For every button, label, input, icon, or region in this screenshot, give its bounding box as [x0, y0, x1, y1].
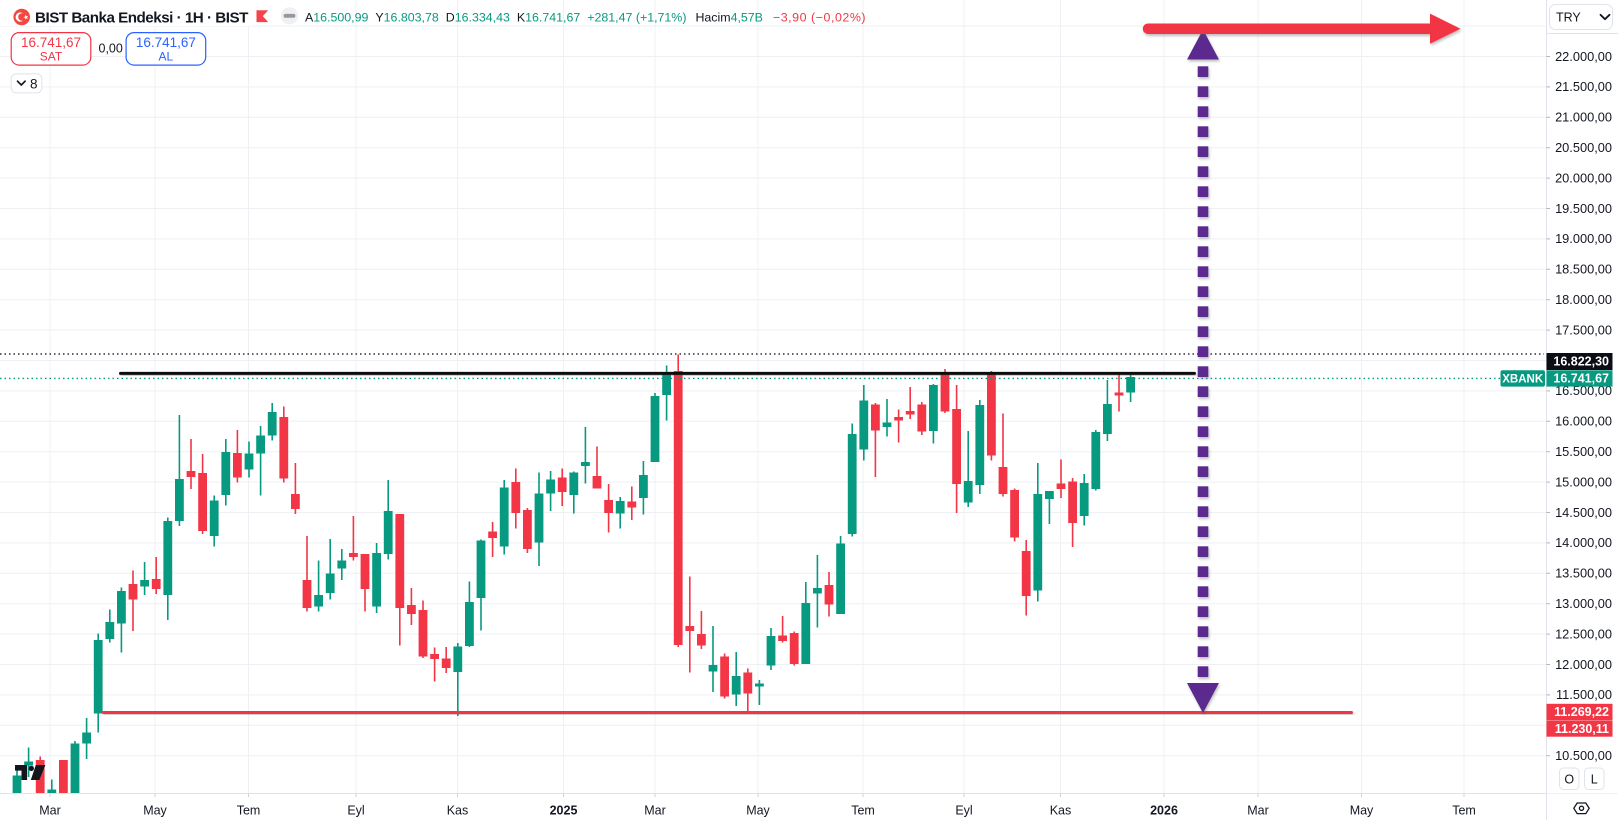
svg-text:Tem: Tem — [237, 804, 261, 818]
svg-text:14.000,00: 14.000,00 — [1555, 535, 1612, 550]
svg-text:13.500,00: 13.500,00 — [1555, 566, 1612, 581]
svg-text:13.000,00: 13.000,00 — [1555, 596, 1612, 611]
svg-text:Eyl: Eyl — [347, 804, 364, 818]
svg-text:Kas: Kas — [447, 804, 469, 818]
svg-text:Kas: Kas — [1050, 804, 1072, 818]
svg-text:16.741,67: 16.741,67 — [136, 35, 196, 50]
svg-text:12.000,00: 12.000,00 — [1555, 657, 1612, 672]
svg-text:10.500,00: 10.500,00 — [1555, 748, 1612, 763]
svg-text:18.000,00: 18.000,00 — [1555, 292, 1612, 307]
svg-text:16.741,67: 16.741,67 — [21, 35, 81, 50]
svg-text:Mar: Mar — [644, 804, 666, 818]
svg-text:Mar: Mar — [1247, 804, 1269, 818]
svg-text:19.500,00: 19.500,00 — [1555, 201, 1612, 216]
svg-text:21.000,00: 21.000,00 — [1555, 110, 1612, 125]
svg-text:20.000,00: 20.000,00 — [1555, 170, 1612, 185]
svg-text:17.500,00: 17.500,00 — [1555, 322, 1612, 337]
svg-text:Mar: Mar — [39, 804, 61, 818]
svg-text:May: May — [746, 804, 770, 818]
svg-text:AL: AL — [159, 50, 174, 64]
svg-text:15.000,00: 15.000,00 — [1555, 474, 1612, 489]
svg-text:16.822,30: 16.822,30 — [1553, 355, 1609, 369]
svg-text:Tem: Tem — [851, 804, 875, 818]
svg-text:8: 8 — [30, 76, 38, 91]
svg-text:21.500,00: 21.500,00 — [1555, 79, 1612, 94]
svg-text:15.500,00: 15.500,00 — [1555, 444, 1612, 459]
svg-text:11.269,22: 11.269,22 — [1554, 705, 1609, 719]
svg-text:XBANK: XBANK — [1502, 374, 1544, 386]
svg-text:L: L — [1591, 773, 1598, 787]
svg-text:14.500,00: 14.500,00 — [1555, 505, 1612, 520]
svg-text:2026: 2026 — [1150, 804, 1178, 818]
svg-text:May: May — [143, 804, 167, 818]
svg-text:TRY: TRY — [1556, 11, 1581, 25]
svg-text:12.500,00: 12.500,00 — [1555, 626, 1612, 641]
svg-text:16.000,00: 16.000,00 — [1555, 414, 1612, 429]
svg-text:20.500,00: 20.500,00 — [1555, 140, 1612, 155]
svg-text:O: O — [1564, 773, 1574, 787]
svg-text:BIST Banka Endeksi · 1H · BIST: BIST Banka Endeksi · 1H · BIST — [35, 10, 249, 27]
svg-text:16.741,67: 16.741,67 — [1553, 372, 1609, 386]
svg-text:Eyl: Eyl — [955, 804, 972, 818]
svg-text:0,00: 0,00 — [99, 41, 123, 55]
svg-text:SAT: SAT — [40, 50, 63, 64]
svg-text:May: May — [1350, 804, 1374, 818]
svg-text:Tem: Tem — [1452, 804, 1476, 818]
svg-text:11.500,00: 11.500,00 — [1556, 687, 1612, 702]
svg-text:18.500,00: 18.500,00 — [1555, 262, 1612, 277]
svg-text:2025: 2025 — [550, 804, 578, 818]
svg-text:11.230,11: 11.230,11 — [1555, 722, 1609, 736]
svg-text:19.000,00: 19.000,00 — [1555, 231, 1612, 246]
svg-text:22.000,00: 22.000,00 — [1555, 49, 1612, 64]
